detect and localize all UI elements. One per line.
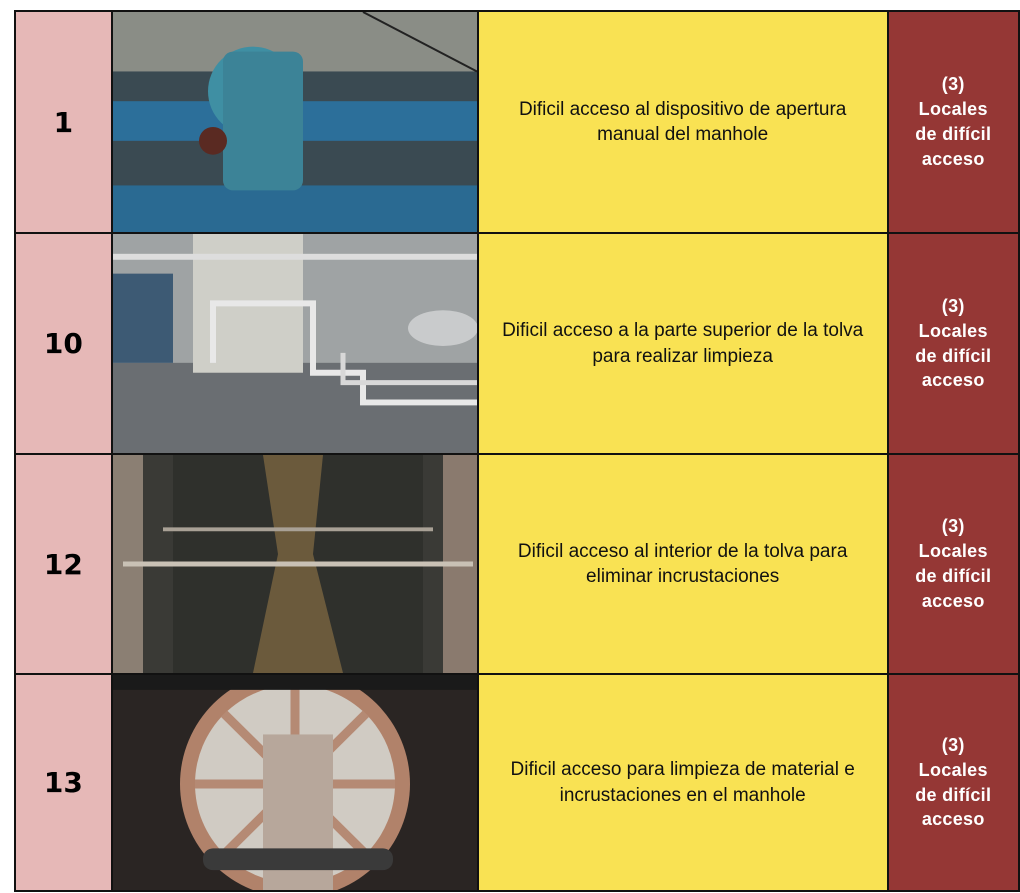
table-row: 12 Dificil acceso al interior de la tolva… <box>14 453 1020 675</box>
photo-image <box>112 455 477 673</box>
photo-image <box>112 675 477 890</box>
table-row: 1 Dificil acceso al dispositivo de apertu… <box>14 10 1020 234</box>
category: (3) Locales de difícil acceso <box>886 232 1020 455</box>
row-number: 13 <box>14 673 113 892</box>
category: (3) Locales de difícil acceso <box>886 453 1020 675</box>
description: Dificil acceso al interior de la tolva p… <box>476 453 889 675</box>
photo <box>110 453 479 675</box>
photo-image <box>112 12 477 232</box>
category: (3) Locales de difícil acceso <box>886 673 1020 892</box>
description: Dificil acceso a la parte superior de la… <box>476 232 889 455</box>
photo <box>110 232 479 455</box>
hazard-table: 1 Dificil acceso al dispositivo de apertu… <box>14 10 1020 892</box>
photo <box>110 673 479 892</box>
row-number: 12 <box>14 453 113 675</box>
row-number: 10 <box>14 232 113 455</box>
description: Dificil acceso al dispositivo de apertur… <box>476 10 889 234</box>
table-row: 13 Dificil acceso para limpieza de materi… <box>14 673 1020 892</box>
row-number: 1 <box>14 10 113 234</box>
photo <box>110 10 479 234</box>
photo-image <box>112 234 477 453</box>
description: Dificil acceso para limpieza de material… <box>476 673 889 892</box>
table-row: 10 Dificil acceso a la parte superior de … <box>14 232 1020 455</box>
category: (3) Locales de difícil acceso <box>886 10 1020 234</box>
